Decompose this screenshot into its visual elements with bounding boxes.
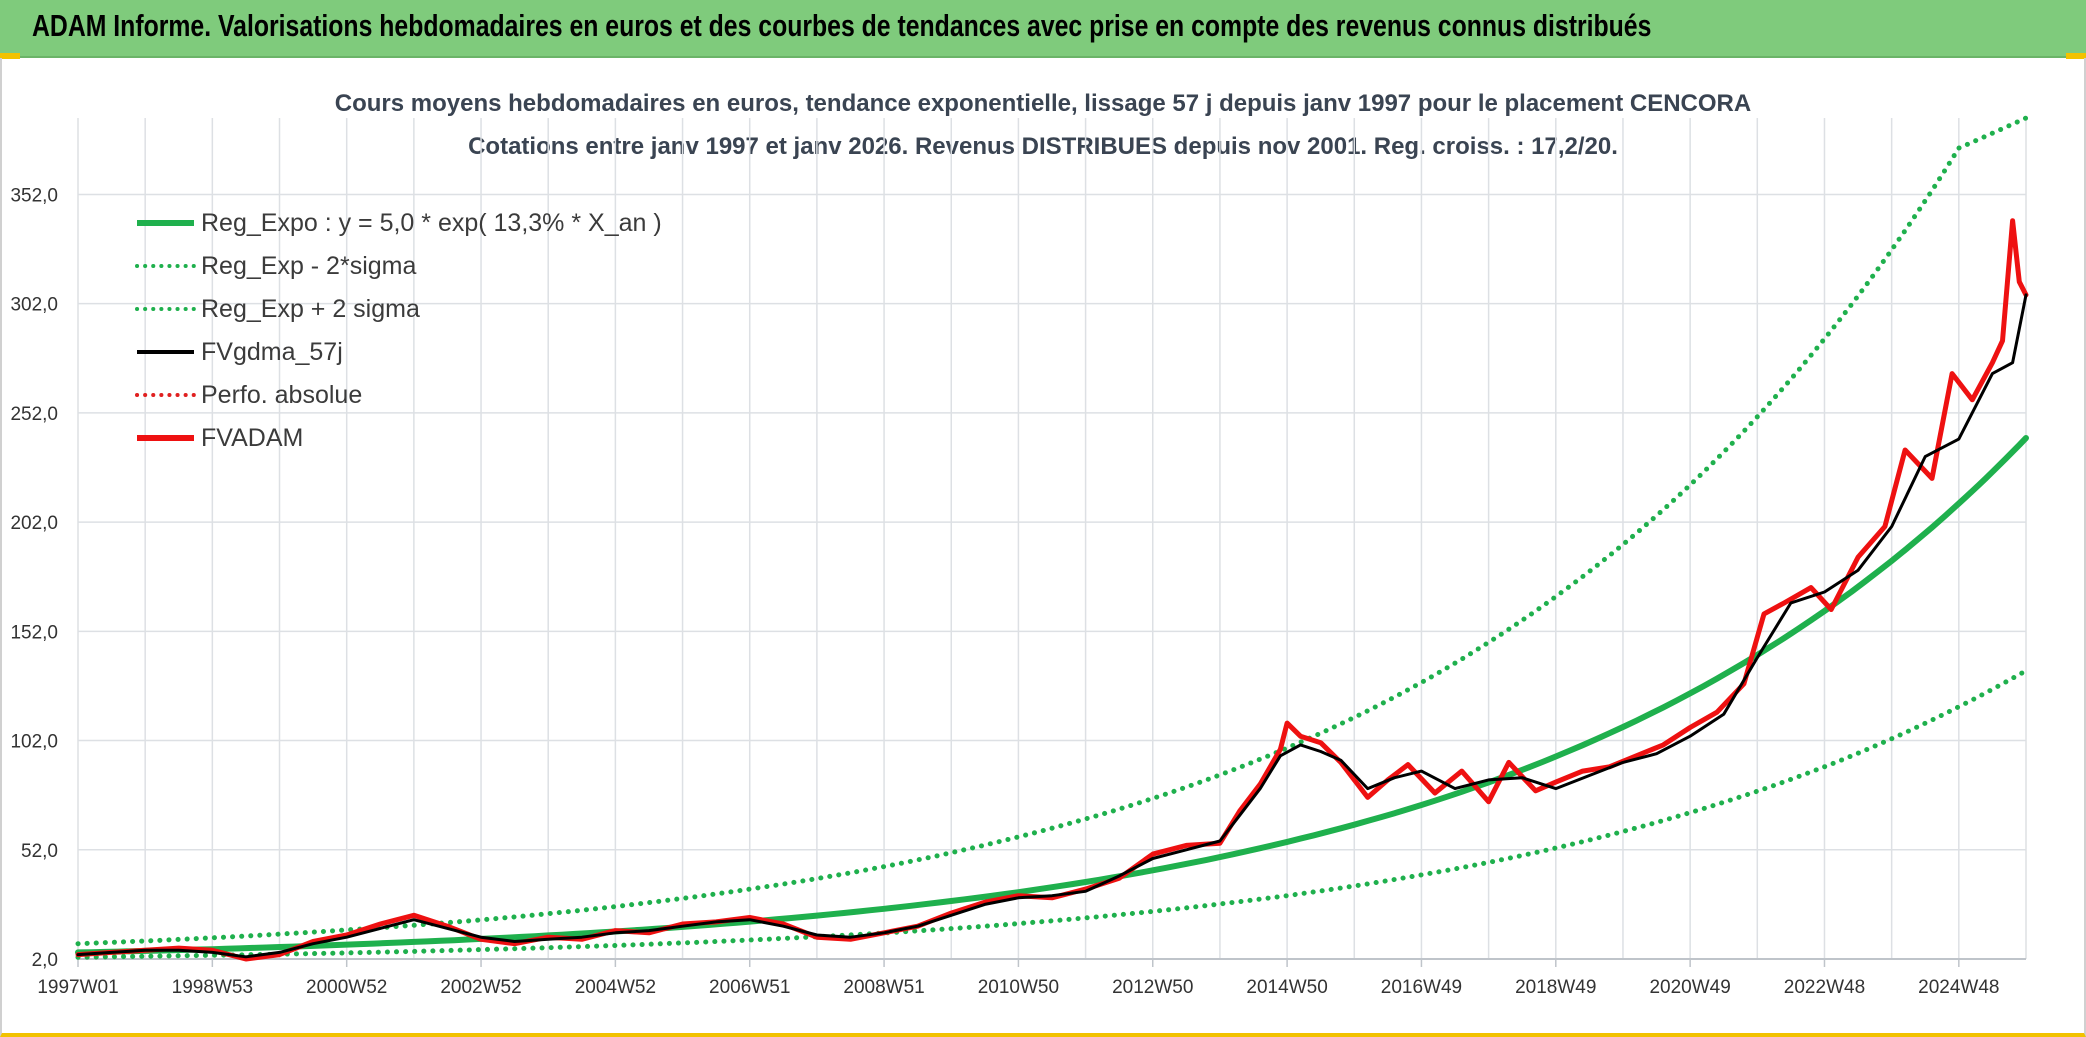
legend-label: Reg_Exp - 2*sigma	[201, 252, 416, 280]
legend: Reg_Expo : y = 5,0 * exp( 13,3% * X_an )…	[135, 209, 662, 452]
page-title: ADAM Informe. Valorisations hebdomadaire…	[32, 8, 1652, 43]
y-tick-label: 52,0	[21, 841, 58, 862]
series-reg-exp-minus-2-sigma	[75, 668, 2029, 960]
series-reg-exp-plus-2-sigma	[75, 115, 2029, 947]
x-tick-label: 2006W51	[709, 977, 790, 998]
x-tick-label: 2002W52	[440, 977, 521, 998]
legend-label: FVADAM	[201, 424, 303, 452]
grid	[77, 118, 2027, 960]
x-tick-label: 2016W49	[1381, 977, 1462, 998]
x-tick-label: 2024W48	[1918, 977, 1999, 998]
x-tick-label: 1997W01	[37, 977, 118, 998]
legend-label: Reg_Exp + 2 sigma	[201, 295, 420, 323]
y-tick-label: 252,0	[10, 404, 58, 425]
header-banner: ADAM Informe. Valorisations hebdomadaire…	[0, 0, 2086, 58]
legend-label: Perfo. absolue	[201, 381, 362, 409]
y-tick-label: 152,0	[10, 622, 58, 643]
chart-subtitle: Cotations entre janv 1997 et janv 2026. …	[468, 133, 1618, 160]
chart-frame	[0, 58, 2086, 1037]
x-tick-label: 2018W49	[1515, 977, 1596, 998]
series-perfo-absolue	[78, 295, 2026, 955]
x-tick-label: 2004W52	[575, 977, 656, 998]
x-tick-label: 2008W51	[843, 977, 924, 998]
chart-title: Cours moyens hebdomadaires en euros, ten…	[335, 90, 1751, 117]
x-tick-label: 2020W49	[1649, 977, 1730, 998]
corner-accent-left	[0, 53, 20, 59]
y-tick-label: 2,0	[32, 950, 58, 971]
corner-accent-right	[2066, 53, 2086, 59]
series-layer	[75, 115, 2029, 962]
y-tick-label: 302,0	[10, 295, 58, 316]
series-fvadam	[75, 218, 2029, 962]
x-tick-label: 2000W52	[306, 977, 387, 998]
series-fvgdma-57j	[76, 293, 2028, 959]
legend-label: FVgdma_57j	[201, 338, 343, 366]
x-tick-label: 2012W50	[1112, 977, 1193, 998]
y-tick-label: 102,0	[10, 732, 58, 753]
x-tick-label: 2010W50	[978, 977, 1059, 998]
x-tick-label: 1998W53	[172, 977, 253, 998]
x-tick-label: 2014W50	[1246, 977, 1327, 998]
axes: 2,0 52,0 102,0 152,0 202,0 252,0 302,0 352,0 199…	[10, 185, 2026, 998]
y-tick-label: 352,0	[10, 185, 58, 206]
x-tick-label: 2022W48	[1784, 977, 1865, 998]
legend-label: Reg_Expo : y = 5,0 * exp( 13,3% * X_an )	[201, 209, 662, 237]
y-tick-label: 202,0	[10, 513, 58, 534]
